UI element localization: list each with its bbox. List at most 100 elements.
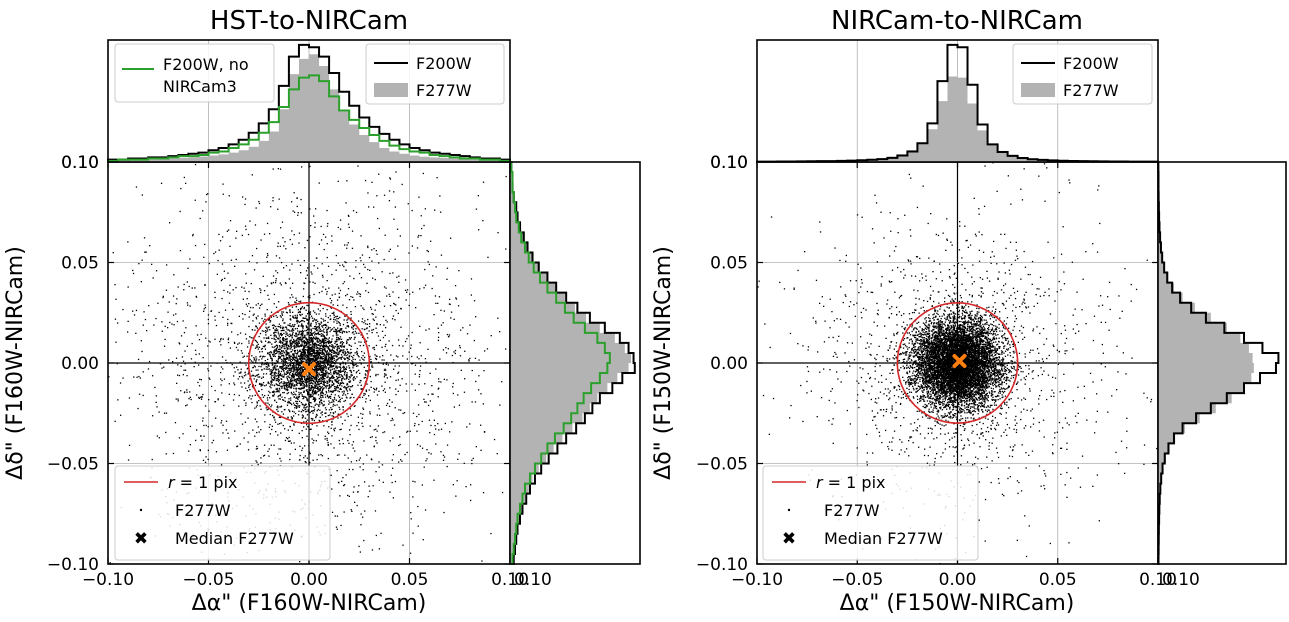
- scatter-point: [351, 385, 354, 387]
- scatter-point: [311, 419, 313, 421]
- scatter-point: [305, 344, 307, 347]
- scatter-point: [323, 381, 325, 383]
- scatter-point: [390, 354, 392, 356]
- scatter-point: [330, 409, 333, 411]
- scatter-point: [358, 293, 360, 295]
- scatter-point: [260, 239, 262, 241]
- scatter-point: [311, 350, 313, 352]
- scatter-point: [373, 346, 375, 349]
- scatter-point: [340, 338, 343, 340]
- scatter-point: [317, 368, 319, 370]
- scatter-point: [276, 329, 278, 331]
- scatter-point: [280, 406, 282, 408]
- scatter-point: [308, 323, 310, 325]
- scatter-point: [271, 324, 274, 326]
- scatter-point: [286, 376, 288, 378]
- scatter-point: [336, 320, 338, 322]
- scatter-point: [346, 342, 348, 345]
- scatter-point: [306, 356, 308, 358]
- scatter-point: [295, 353, 298, 355]
- scatter-point: [295, 357, 298, 359]
- scatter-point: [312, 388, 315, 391]
- scatter-point: [222, 338, 224, 340]
- scatter-point: [295, 344, 298, 347]
- scatter-point: [319, 388, 321, 391]
- scatter-point: [288, 383, 291, 385]
- scatter-point: [449, 298, 451, 300]
- scatter-point: [260, 366, 262, 368]
- scatter-point: [389, 248, 391, 250]
- scatter-point: [292, 326, 295, 328]
- scatter-point: [302, 370, 304, 373]
- scatter-point: [318, 368, 320, 370]
- scatter-point: [470, 278, 473, 280]
- scatter-point: [300, 366, 302, 368]
- scatter-point: [296, 335, 298, 337]
- scatter-point: [251, 401, 253, 404]
- scatter-point: [394, 365, 396, 367]
- scatter-point: [313, 265, 315, 267]
- scatter-point: [303, 397, 305, 399]
- scatter-point: [309, 352, 311, 354]
- scatter-point: [295, 367, 297, 369]
- scatter-point: [286, 346, 288, 348]
- scatter-point: [306, 399, 308, 401]
- scatter-point: [331, 355, 333, 358]
- scatter-point: [183, 369, 185, 371]
- scatter-point: [255, 358, 258, 360]
- scatter-point: [301, 367, 303, 369]
- scatter-point: [477, 195, 479, 197]
- scatter-point: [335, 352, 337, 355]
- scatter-point: [291, 343, 293, 345]
- scatter-point: [269, 353, 271, 356]
- scatter-point: [283, 399, 285, 401]
- scatter-point: [322, 420, 324, 422]
- scatter-point: [351, 326, 353, 328]
- scatter-point: [298, 380, 300, 382]
- scatter-point: [281, 329, 284, 332]
- scatter-point: [298, 377, 300, 379]
- scatter-point: [251, 174, 253, 176]
- scatter-point: [208, 410, 210, 412]
- scatter-point: [297, 382, 299, 385]
- scatter-point: [312, 339, 314, 341]
- scatter-point: [367, 365, 369, 367]
- scatter-point: [322, 370, 324, 372]
- scatter-point: [321, 290, 323, 293]
- scatter-point: [292, 394, 294, 396]
- scatter-point: [291, 429, 293, 432]
- scatter-point: [284, 359, 286, 362]
- scatter-point: [347, 242, 349, 244]
- scatter-point: [295, 316, 297, 318]
- scatter-point: [312, 350, 314, 352]
- scatter-point: [274, 373, 276, 375]
- scatter-point: [318, 357, 320, 359]
- scatter-point: [333, 389, 335, 392]
- scatter-point: [316, 358, 319, 360]
- scatter-point: [338, 350, 341, 352]
- scatter-point: [311, 423, 313, 426]
- scatter-point: [374, 354, 376, 356]
- scatter-point: [393, 368, 395, 370]
- scatter-point: [275, 314, 277, 317]
- scatter-point: [298, 393, 301, 395]
- scatter-point: [290, 377, 293, 379]
- scatter-point: [300, 314, 302, 317]
- scatter-point: [228, 437, 230, 439]
- scatter-point: [279, 373, 281, 375]
- scatter-point: [303, 317, 306, 319]
- scatter-point: [291, 367, 293, 369]
- scatter-point: [255, 356, 257, 358]
- scatter-point: [294, 373, 296, 375]
- scatter-point: [196, 394, 198, 396]
- scatter-point: [271, 425, 273, 427]
- scatter-point: [333, 316, 335, 319]
- scatter-point: [327, 367, 329, 369]
- scatter-point: [286, 386, 288, 388]
- scatter-point: [342, 346, 344, 348]
- scatter-point: [324, 349, 326, 352]
- scatter-point: [279, 389, 281, 391]
- scatter-point: [353, 376, 355, 379]
- scatter-point: [267, 368, 269, 370]
- scatter-point: [327, 222, 329, 225]
